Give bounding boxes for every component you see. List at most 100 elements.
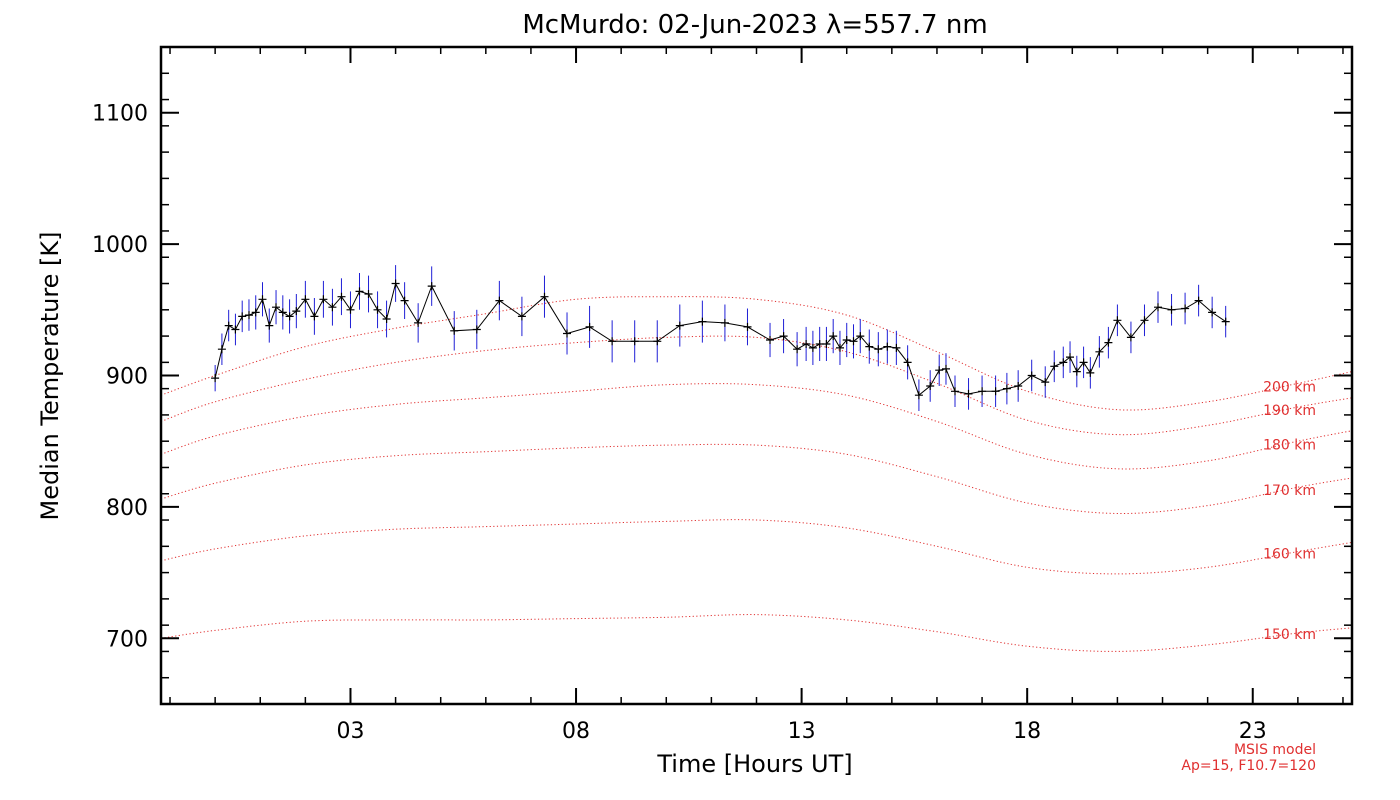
- data-point: [964, 389, 973, 398]
- data-point: [1002, 384, 1011, 393]
- data-point: [224, 321, 233, 330]
- model-note-line: Ap=15, F10.7=120: [1181, 758, 1316, 774]
- data-point: [630, 337, 639, 346]
- data-point: [802, 340, 811, 348]
- model-curve-labels: 150 km 160 km 170 km 180 km 190 km 200 km: [1263, 379, 1316, 643]
- data-point: [517, 312, 526, 321]
- data-point: [265, 321, 274, 330]
- data-point: [743, 322, 752, 331]
- data-point: [653, 337, 662, 346]
- x-axis-label: Time [Hours UT]: [656, 750, 852, 778]
- data-point: [231, 325, 240, 334]
- data-point: [1095, 347, 1104, 356]
- x-tick-label: 23: [1239, 719, 1267, 744]
- data-point: [472, 325, 481, 334]
- data-point: [942, 364, 950, 373]
- data-point: [815, 340, 824, 348]
- y-tick-label: 700: [106, 627, 148, 652]
- error-bars: [214, 265, 1227, 411]
- data-point: [346, 305, 355, 314]
- data-point: [836, 343, 844, 352]
- data-point: [856, 332, 865, 341]
- model-curve: [160, 614, 1353, 652]
- data-point: [414, 318, 423, 327]
- axis-ticks: [161, 46, 1352, 705]
- data-point: [292, 307, 301, 316]
- data-point: [364, 290, 373, 298]
- data-point: [1194, 296, 1203, 305]
- data-point: [926, 382, 935, 390]
- model-curve: [160, 335, 1353, 436]
- x-tick-label: 08: [562, 719, 590, 744]
- data-point: [450, 326, 459, 335]
- data-point: [1066, 353, 1074, 362]
- model-note-line: MSIS model: [1234, 742, 1316, 758]
- model-curve: [160, 296, 1353, 411]
- data-point: [563, 329, 571, 338]
- data-point: [355, 287, 364, 296]
- data-point: [951, 387, 959, 396]
- x-tick-label: 13: [788, 719, 816, 744]
- data-point: [301, 295, 310, 304]
- data-point: [842, 336, 851, 344]
- model-curve: [160, 383, 1353, 470]
- data-point: [793, 345, 802, 354]
- data-point: [585, 322, 594, 331]
- data-point: [608, 337, 617, 346]
- plot-frame: [159, 45, 1354, 706]
- data-point: [720, 318, 729, 327]
- model-curve-label: 170 km: [1263, 483, 1316, 499]
- data-point: [1126, 333, 1135, 342]
- data-point: [1181, 304, 1190, 313]
- y-tick-label: 1100: [92, 102, 148, 127]
- model-curves: [160, 296, 1353, 652]
- model-curve: [160, 443, 1353, 515]
- data-point: [540, 292, 549, 301]
- data-point: [272, 303, 280, 312]
- data-point: [1140, 316, 1149, 325]
- model-curve-label: 160 km: [1263, 547, 1316, 563]
- data-point: [766, 336, 774, 344]
- data-point: [373, 305, 382, 314]
- data-point: [427, 282, 436, 291]
- data-point: [391, 279, 400, 288]
- data-point: [892, 343, 901, 352]
- data-point: [865, 342, 874, 351]
- y-axis-label: Median Temperature [K]: [36, 231, 64, 520]
- model-curve-label: 200 km: [1263, 379, 1316, 395]
- model-curve: [160, 519, 1353, 575]
- data-point: [935, 366, 944, 375]
- data-point: [1041, 378, 1050, 387]
- data-point: [238, 312, 247, 321]
- x-tick-label: 03: [336, 719, 364, 744]
- chart-title: McMurdo: 02-Jun-2023 λ=557.7 nm: [522, 10, 987, 40]
- data-point: [698, 317, 707, 326]
- data-point: [1014, 382, 1023, 390]
- data-point: [1059, 358, 1068, 367]
- data-point: [991, 387, 1000, 396]
- data-point: [251, 308, 260, 317]
- data-point: [883, 342, 892, 351]
- data-point: [779, 332, 788, 341]
- data-point: [278, 308, 287, 317]
- data-point: [1208, 308, 1217, 317]
- model-curve-label: 190 km: [1263, 403, 1316, 419]
- data-point: [310, 312, 319, 321]
- data-point: [285, 312, 294, 321]
- data-point: [337, 292, 346, 301]
- data-point: [1072, 367, 1081, 376]
- axis-tick-labels: 03 08 13 18 23 700 800 900 1000 1100: [92, 102, 1267, 744]
- model-note: MSIS model Ap=15, F10.7=120: [1181, 742, 1316, 774]
- y-tick-label: 900: [106, 365, 148, 390]
- data-point: [914, 391, 923, 400]
- data-point: [382, 315, 391, 323]
- data-point: [217, 345, 226, 354]
- data-point: [245, 311, 253, 320]
- measured-series: [214, 282, 1226, 397]
- data-point: [1113, 316, 1122, 325]
- data-point: [808, 343, 817, 352]
- measured-line: [214, 282, 1226, 397]
- data-point: [319, 295, 328, 304]
- data-point: [978, 387, 987, 396]
